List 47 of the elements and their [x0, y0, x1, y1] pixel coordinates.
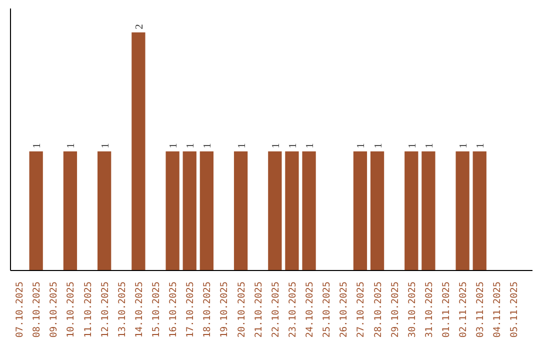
x-tick-label: 09.10.2025 — [48, 281, 60, 338]
x-tick-label: 07.10.2025 — [14, 281, 26, 338]
x-tick-label: 14.10.2025 — [134, 281, 145, 338]
data-label: 1 — [66, 143, 78, 148]
data-label: 1 — [407, 143, 418, 148]
data-label: 1 — [288, 143, 299, 148]
data-label: 1 — [100, 143, 112, 148]
x-tick-label: 13.10.2025 — [116, 281, 128, 338]
data-label: 1 — [305, 143, 316, 148]
x-tick-label: 02.11.2025 — [458, 281, 470, 338]
x-tick-label: 20.10.2025 — [236, 281, 248, 338]
x-tick-label: 29.10.2025 — [390, 281, 401, 338]
x-tick-label: 26.10.2025 — [338, 281, 350, 338]
x-tick-label: 19.10.2025 — [219, 281, 230, 338]
x-tick-label: 18.10.2025 — [202, 281, 214, 338]
x-tick-label: 24.10.2025 — [304, 281, 316, 338]
x-tick-label: 08.10.2025 — [32, 281, 43, 338]
data-label: 1 — [186, 143, 197, 148]
x-tick-label: 11.10.2025 — [82, 281, 94, 338]
data-label: 1 — [424, 143, 436, 148]
x-tick-label: 27.10.2025 — [356, 281, 367, 338]
x-tick-label: 05.11.2025 — [509, 281, 520, 338]
x-tick-label: 12.10.2025 — [100, 281, 111, 338]
data-label: 1 — [356, 143, 368, 148]
data-label: 1 — [168, 143, 180, 148]
data-label: 1 — [270, 143, 282, 148]
data-label: 1 — [373, 143, 384, 148]
x-tick-label: 15.10.2025 — [151, 281, 162, 338]
x-tick-label: 23.10.2025 — [287, 281, 298, 338]
x-tick-label: 28.10.2025 — [372, 281, 384, 338]
data-label: 1 — [32, 143, 44, 148]
x-tick-label: 04.11.2025 — [492, 281, 504, 338]
x-tick-label: 01.11.2025 — [441, 281, 452, 338]
x-tick-label: 16.10.2025 — [168, 281, 180, 338]
x-tick-label: 31.10.2025 — [424, 281, 435, 338]
data-label: 1 — [458, 143, 470, 148]
x-tick-label: 21.10.2025 — [253, 281, 264, 338]
x-tick-label: 10.10.2025 — [66, 281, 77, 338]
data-label: 1 — [476, 143, 487, 148]
data-label: 1 — [236, 143, 248, 148]
x-tick-label: 30.10.2025 — [406, 281, 418, 338]
data-label: 2 — [134, 24, 146, 30]
x-tick-label: 17.10.2025 — [185, 281, 196, 338]
x-tick-label: 22.10.2025 — [270, 281, 282, 338]
x-tick-label: 25.10.2025 — [322, 281, 333, 338]
x-tick-label: 03.11.2025 — [475, 281, 486, 338]
data-label: 1 — [202, 143, 214, 148]
